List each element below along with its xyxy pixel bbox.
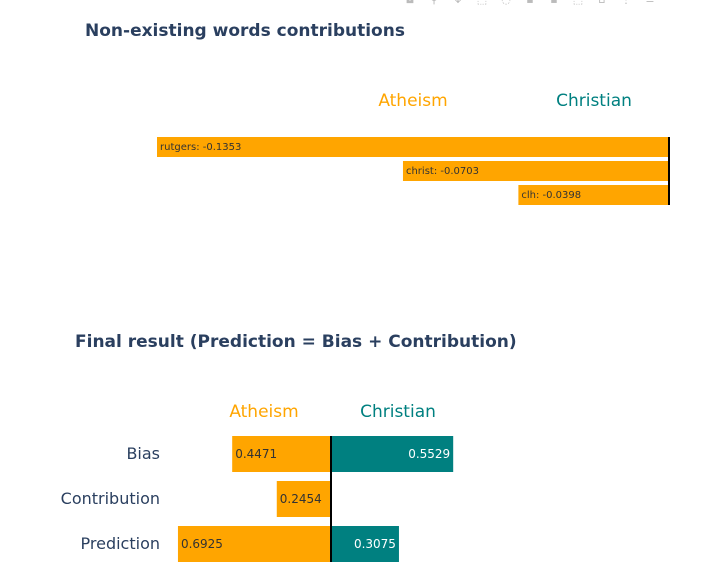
bar-atheism-bias[interactable] (232, 436, 331, 472)
bar-atheism-contribution[interactable] (276, 481, 331, 517)
class-label-christian: Christian (556, 91, 632, 111)
bar-label-christ: christ: -0.0703 (406, 166, 479, 177)
bar-rutgers[interactable] (157, 137, 669, 157)
spike-icon[interactable]: ⋮ (620, 0, 632, 6)
bar-christian-prediction[interactable] (331, 526, 399, 562)
bar-label-atheism-contribution: 0.2454 (280, 492, 322, 506)
bar-label-christian-bias: 0.5529 (408, 447, 450, 461)
zoom-in-icon[interactable]: ▪ (524, 0, 536, 6)
reset-axes-icon[interactable]: ⌂ (596, 0, 608, 6)
category-label-prediction: Prediction (81, 534, 160, 553)
autoscale-icon[interactable]: ⬚ (572, 0, 584, 6)
camera-icon[interactable]: ◘ (404, 0, 416, 6)
bar-label-christian-prediction: 0.3075 (354, 537, 396, 551)
bar-christ[interactable] (402, 161, 669, 181)
class-label-atheism: Atheism (378, 91, 447, 111)
bar-label-rutgers: rutgers: -0.1353 (160, 142, 241, 153)
bar-label-atheism-bias: 0.4471 (235, 447, 277, 461)
compare-icon[interactable]: ≡ (644, 0, 656, 6)
zoom-out-icon[interactable]: ▪ (548, 0, 560, 6)
bar-atheism-prediction[interactable] (177, 526, 331, 562)
category-label-bias: Bias (126, 444, 160, 463)
box-select-icon[interactable]: ⬚ (476, 0, 488, 6)
class-label-atheism-final: Atheism (229, 402, 298, 422)
bar-label-atheism-prediction: 0.6925 (181, 537, 223, 551)
bar-clh[interactable] (518, 185, 669, 205)
bar-christian-bias[interactable] (331, 436, 454, 472)
chart-title-final: Final result (Prediction = Bias + Contri… (75, 332, 517, 352)
chart-title-words: Non-existing words contributions (85, 21, 405, 41)
chart-words: Non-existing words contributions Atheism… (85, 21, 670, 205)
bar-label-clh: clh: -0.0398 (521, 190, 581, 201)
class-label-christian-final: Christian (360, 402, 436, 422)
zoom-icon[interactable]: ⚲ (428, 0, 440, 6)
chart-final-result: Final result (Prediction = Bias + Contri… (61, 332, 517, 562)
category-label-contribution: Contribution (61, 489, 160, 508)
lasso-icon[interactable]: ◌ (500, 0, 512, 6)
pan-icon[interactable]: ✥ (452, 0, 464, 6)
